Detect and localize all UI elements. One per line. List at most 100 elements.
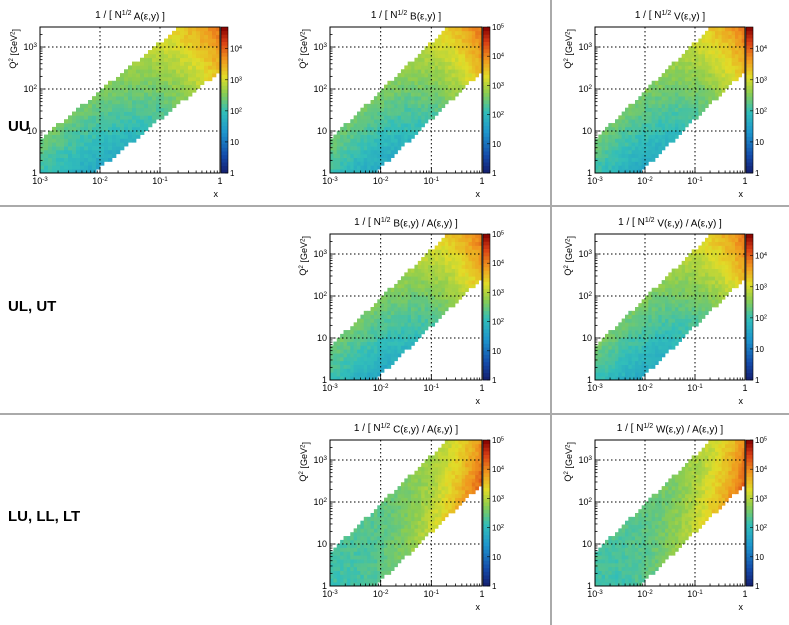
heatmap-cell (615, 333, 619, 339)
heatmap-cell (738, 42, 743, 47)
heatmap-cell (380, 337, 385, 342)
heatmap-cell (625, 146, 629, 151)
heatmap-cell (427, 322, 432, 327)
heatmap-cell (661, 322, 666, 327)
heatmap-cell (621, 157, 626, 162)
heatmap-cell (731, 283, 736, 289)
x-tick-label: 10-2 (373, 176, 389, 186)
color-bar-label: 10 (492, 140, 501, 149)
heatmap-cell (390, 92, 395, 97)
heatmap-cell (441, 295, 446, 300)
heatmap-cell (655, 153, 659, 158)
heatmap-cell (454, 53, 459, 59)
heatmap-cell (661, 341, 666, 346)
heatmap-cell (394, 539, 398, 545)
heatmap-cell (458, 241, 463, 246)
x-tick-label: 10-3 (32, 176, 48, 186)
heatmap-cell (618, 368, 623, 373)
heatmap-cell (397, 555, 402, 560)
heatmap-cell (685, 119, 689, 124)
heatmap-cell (373, 103, 378, 109)
heatmap-cell (152, 53, 157, 59)
heatmap-cell (478, 46, 483, 51)
heatmap-cell (343, 566, 348, 571)
heatmap-cell (208, 30, 213, 36)
heatmap-cell (168, 38, 173, 43)
heatmap-cell (698, 318, 703, 323)
heatmap-cell (204, 57, 209, 62)
heatmap-cell (380, 505, 385, 510)
color-bar-segment (483, 288, 490, 293)
heatmap-cell (411, 314, 415, 319)
heatmap-cell (108, 146, 113, 151)
heatmap-cell (468, 76, 473, 82)
heatmap-cell (698, 65, 703, 70)
heatmap-cell (176, 53, 181, 59)
heatmap-cell (394, 353, 398, 358)
heatmap-cell (681, 264, 686, 269)
heatmap-cell (192, 69, 197, 74)
heatmap-cell (651, 115, 656, 120)
heatmap-cell (156, 103, 161, 109)
heatmap-cell (725, 73, 729, 78)
heatmap-cell (648, 356, 653, 362)
heatmap-cell (407, 326, 412, 331)
heatmap-cell (377, 111, 382, 116)
heatmap-cell (397, 493, 402, 498)
heatmap-cell (478, 50, 483, 55)
heatmap-cell (648, 103, 653, 109)
heatmap-cell (675, 84, 679, 89)
heatmap-cell (108, 142, 113, 147)
heatmap-cell (384, 149, 388, 155)
heatmap-cell (346, 146, 351, 151)
heatmap-cell (608, 126, 613, 132)
heatmap-cell (628, 111, 633, 116)
heatmap-cell (691, 103, 696, 109)
heatmap-cell (404, 524, 409, 529)
color-bar-segment (483, 321, 490, 326)
heatmap-cell (370, 578, 375, 583)
heatmap-cell (431, 295, 436, 300)
heatmap-cell (461, 249, 466, 254)
heatmap-cell (598, 360, 603, 365)
heatmap-cell (108, 92, 113, 97)
heatmap-cell (346, 330, 351, 335)
heatmap-cell (725, 268, 729, 273)
color-bar-segment (746, 285, 753, 290)
heatmap-cell (431, 69, 436, 74)
heatmap-cell (360, 559, 365, 564)
heatmap-cell (681, 92, 686, 97)
heatmap-cell (711, 280, 716, 285)
heatmap-cell (136, 126, 141, 132)
heatmap-cell (601, 337, 606, 342)
heatmap-cell (152, 107, 157, 112)
color-bar-label: 105 (492, 230, 504, 239)
heatmap-cell (384, 142, 388, 147)
heatmap-cell (618, 322, 623, 327)
heatmap-cell (448, 53, 452, 59)
heatmap-cell (595, 153, 599, 158)
heatmap-cell (377, 310, 382, 316)
heatmap-cell (675, 314, 679, 319)
heatmap-cell (701, 46, 706, 51)
heatmap-cell (343, 551, 348, 556)
heatmap-cell (461, 69, 466, 74)
heatmap-cell (404, 322, 409, 327)
heatmap-cell (721, 57, 726, 62)
heatmap-cell (148, 100, 153, 105)
heatmap-cell (394, 555, 398, 560)
heatmap-cell (427, 69, 432, 74)
heatmap-cell (370, 349, 375, 354)
heatmap-cell (628, 157, 633, 162)
heatmap-cell (611, 333, 616, 339)
heatmap-cell (691, 57, 696, 62)
x-tick-label: 10-2 (637, 383, 653, 393)
heatmap-cell (370, 353, 375, 358)
heatmap-cell (346, 356, 351, 362)
heatmap-cell (671, 73, 676, 78)
heatmap-cell (394, 314, 398, 319)
heatmap-cell (655, 142, 659, 147)
heatmap-cell (444, 42, 449, 47)
heatmap-cell (407, 482, 412, 487)
